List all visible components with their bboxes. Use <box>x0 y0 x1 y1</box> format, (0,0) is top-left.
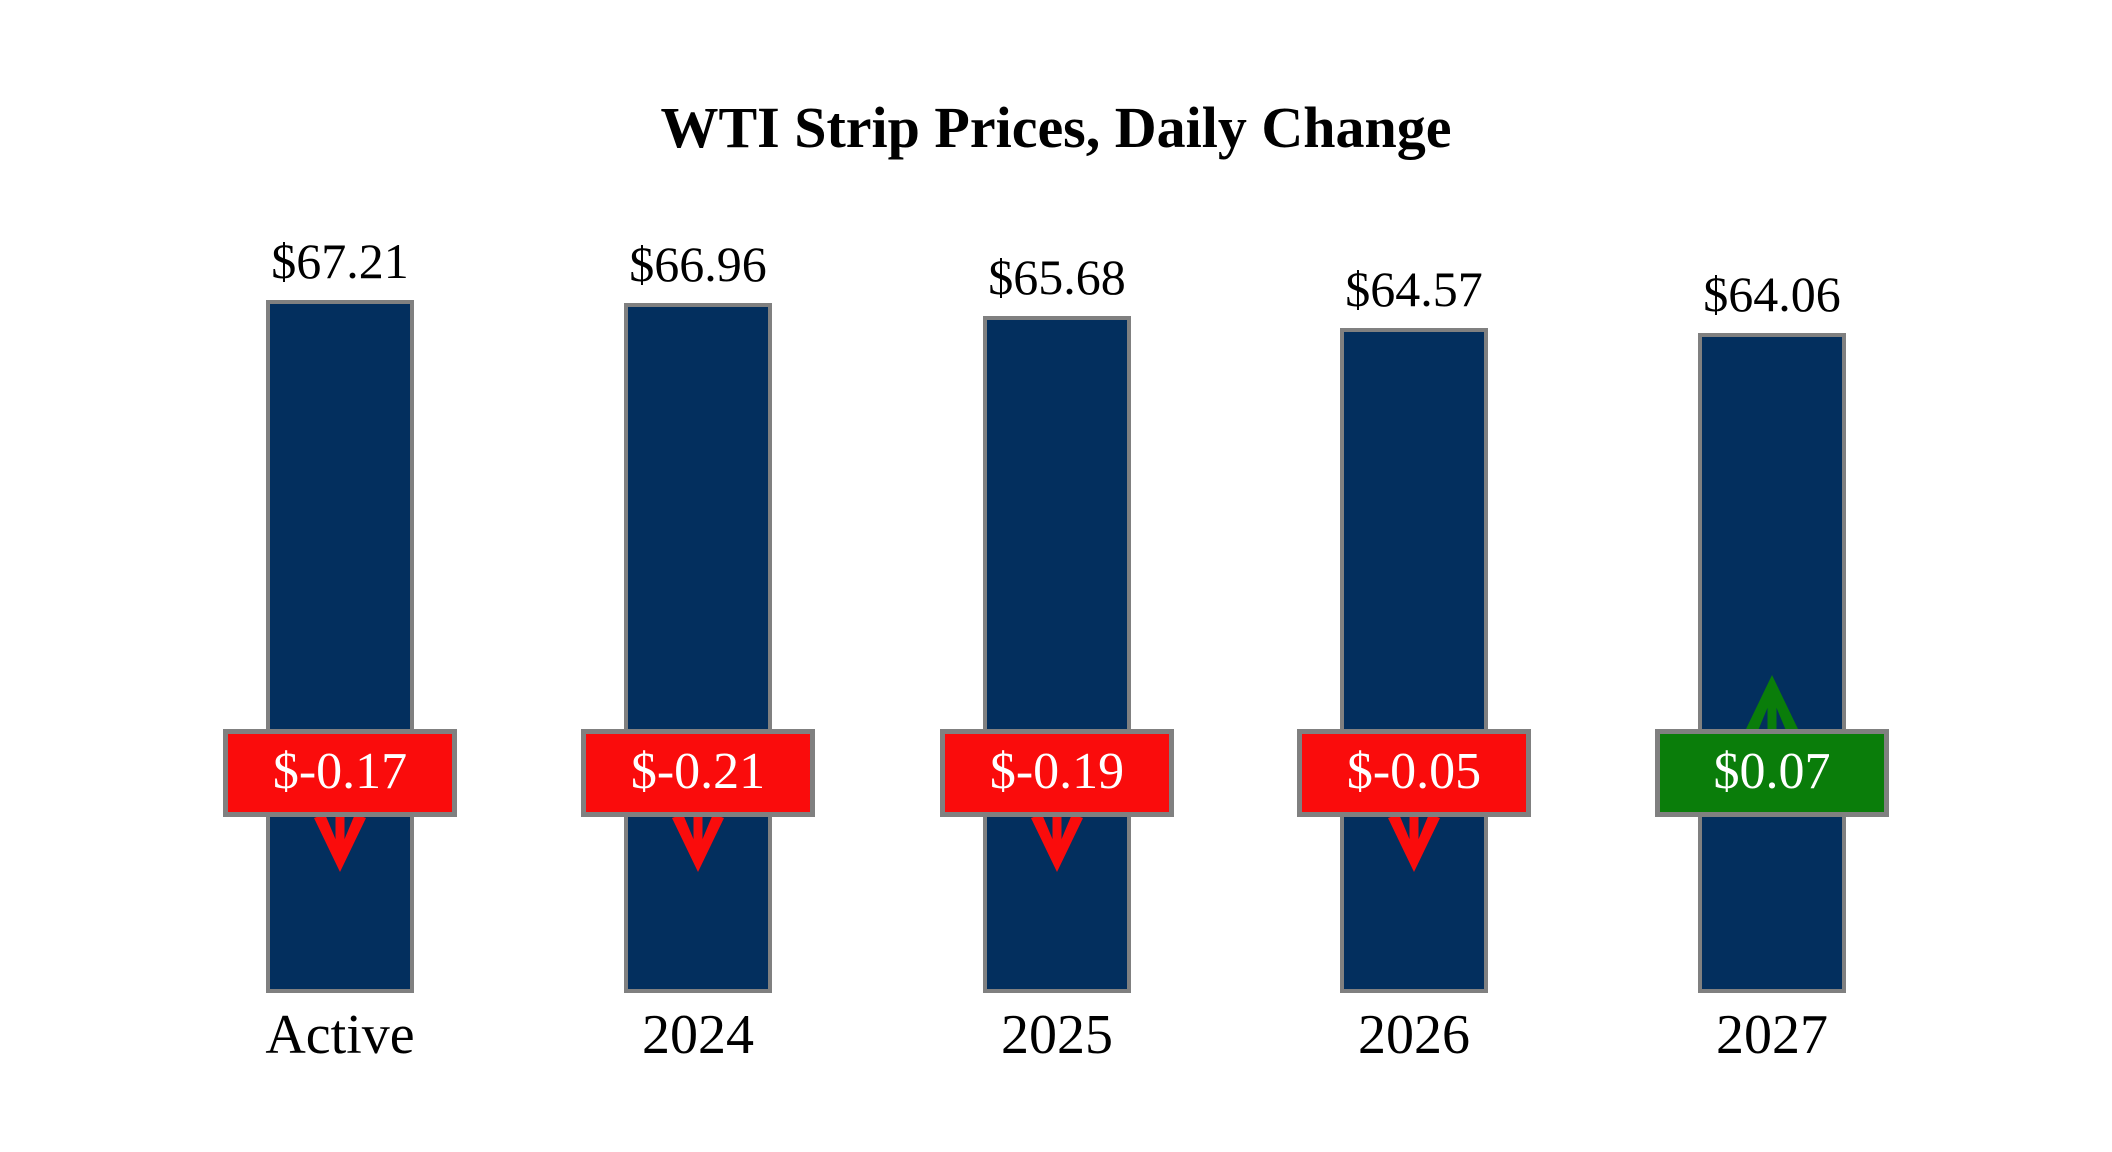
daily-change-badge-negative: $-0.21 <box>581 729 815 817</box>
category-label: Active <box>265 1004 415 1066</box>
price-label: $64.57 <box>1345 261 1483 317</box>
price-label: $67.21 <box>271 233 409 289</box>
price-label: $64.06 <box>1703 266 1841 322</box>
price-bar <box>1698 333 1846 993</box>
down-arrow-icon <box>1031 814 1083 872</box>
bar-column-active: $67.21 $-0.17 Active <box>160 0 520 1152</box>
chart-title: WTI Strip Prices, Daily Change <box>660 95 1452 160</box>
down-arrow-icon <box>672 814 724 872</box>
price-label: $66.96 <box>629 236 767 292</box>
category-label: 2025 <box>1001 1004 1113 1066</box>
bar-column-2026: $64.57 $-0.05 2026 <box>1234 0 1594 1152</box>
down-arrow-icon <box>1388 814 1440 872</box>
daily-change-badge-positive: $0.07 <box>1655 729 1889 817</box>
price-label: $65.68 <box>988 249 1126 305</box>
price-bar <box>1340 328 1488 993</box>
price-bar <box>983 316 1131 993</box>
daily-change-badge-negative: $-0.05 <box>1297 729 1531 817</box>
up-arrow-icon <box>1746 675 1798 733</box>
daily-change-badge-negative: $-0.17 <box>223 729 457 817</box>
bar-column-2027: $64.06 $0.07 2027 <box>1592 0 1952 1152</box>
category-label: 2027 <box>1716 1004 1828 1066</box>
price-bar <box>624 303 772 993</box>
daily-change-badge-negative: $-0.19 <box>940 729 1174 817</box>
category-label: 2024 <box>642 1004 754 1066</box>
bar-column-2025: $65.68 $-0.19 2025 <box>877 0 1237 1152</box>
price-bar <box>266 300 414 993</box>
category-label: 2026 <box>1358 1004 1470 1066</box>
bar-column-2024: $66.96 $-0.21 2024 <box>518 0 878 1152</box>
down-arrow-icon <box>314 814 366 872</box>
